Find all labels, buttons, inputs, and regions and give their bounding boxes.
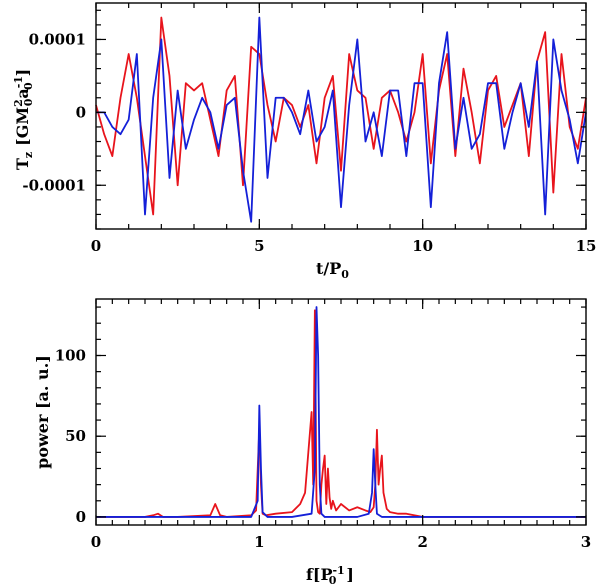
x-tick-label: 15 bbox=[576, 237, 597, 255]
y-tick-label: 50 bbox=[65, 427, 86, 445]
y-tick-label: 0.0001 bbox=[29, 30, 86, 48]
series-blue-line bbox=[96, 16, 587, 223]
x-tick-label: 1 bbox=[254, 533, 264, 551]
bottom-x-tick-labels: 0 1 2 3 bbox=[91, 533, 591, 551]
x-tick-label: 0 bbox=[91, 237, 101, 255]
time-series-lines bbox=[95, 16, 587, 223]
series-red-line bbox=[96, 309, 586, 518]
top-y-tick-labels: 0.0001 0 -0.0001 bbox=[22, 30, 86, 194]
top-x-axis-label: t/P0 bbox=[316, 259, 349, 281]
bottom-y-axis-label: power [a. u.] bbox=[33, 355, 52, 469]
x-tick-label: 3 bbox=[581, 533, 591, 551]
power-spectrum-lines bbox=[96, 306, 586, 518]
y-tick-label: 0 bbox=[76, 103, 86, 121]
bottom-x-axis-label: f[P-1 0] bbox=[306, 564, 354, 587]
x-tick-label: 10 bbox=[412, 237, 433, 255]
x-tick-label: 5 bbox=[254, 237, 264, 255]
top-x-tick-labels: 0 5 10 15 bbox=[91, 237, 597, 255]
bottom-y-tick-labels: 0 50 100 bbox=[55, 347, 86, 526]
power-spectrum-panel: 0 1 2 3 0 50 100 f[P-1 0] power [a. u.] bbox=[33, 298, 591, 587]
top-y-axis-label: Tz[GM20a-10] bbox=[12, 69, 35, 170]
bottom-ticks bbox=[95, 299, 587, 525]
series-red-line bbox=[95, 16, 587, 216]
top-ticks bbox=[95, 3, 587, 230]
top-plot-frame bbox=[95, 2, 587, 230]
y-tick-label: 100 bbox=[55, 347, 86, 365]
y-tick-label: 0 bbox=[76, 508, 86, 526]
bottom-plot-frame bbox=[95, 298, 587, 526]
series-blue-line bbox=[96, 306, 586, 518]
y-tick-label: -0.0001 bbox=[22, 176, 86, 194]
x-tick-label: 0 bbox=[91, 533, 101, 551]
x-tick-label: 2 bbox=[417, 533, 427, 551]
time-series-panel: 0 5 10 15 0.0001 0 -0.0001 t/P0 Tz[GM20a-10] bbox=[12, 2, 597, 281]
